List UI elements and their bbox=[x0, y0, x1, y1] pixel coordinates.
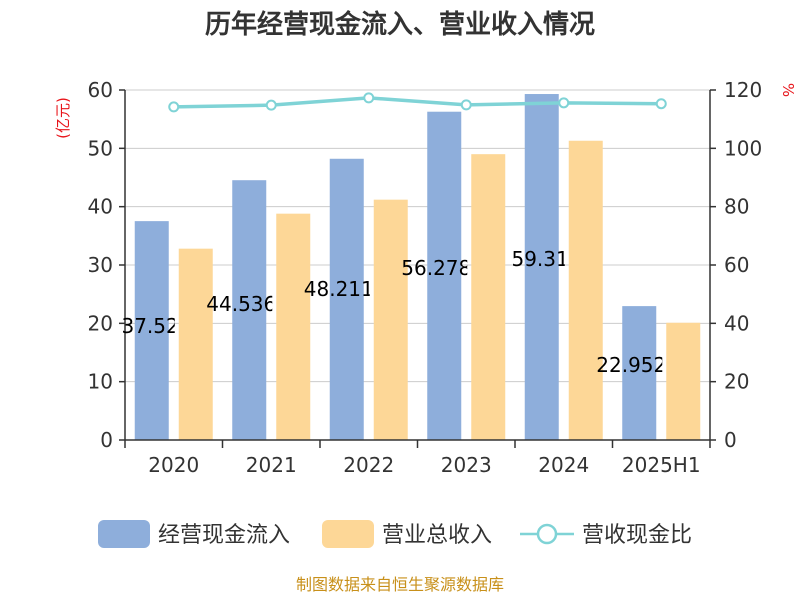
right-tick-label: 100 bbox=[724, 136, 762, 160]
x-tick-label: 2021 bbox=[246, 453, 297, 477]
x-tick-label: 2025H1 bbox=[622, 453, 701, 477]
ratio-point-2020 bbox=[168, 101, 180, 113]
grid-lines bbox=[125, 89, 710, 383]
legend-marker-ratio bbox=[536, 523, 558, 545]
bar-revenue-2022 bbox=[373, 199, 408, 440]
x-tick-label: 2024 bbox=[538, 453, 589, 477]
left-tick-label: 30 bbox=[88, 253, 113, 277]
data-label-cash-inflow-2022: 48.211 bbox=[304, 277, 374, 301]
source-note: 制图数据来自恒生聚源数据库 bbox=[296, 575, 504, 594]
chart-title: 历年经营现金流入、营业收入情况 bbox=[205, 9, 595, 40]
bar-cash-inflow-2025H1 bbox=[622, 306, 657, 440]
right-tick-label: 60 bbox=[724, 253, 749, 277]
left-axis-unit: (亿元) bbox=[54, 97, 72, 139]
right-tick-label: 20 bbox=[724, 370, 749, 394]
left-tick-label: 50 bbox=[88, 136, 113, 160]
bar-revenue-2025H1 bbox=[666, 322, 701, 440]
ratio-point-2021 bbox=[265, 99, 277, 111]
right-tick-label: 120 bbox=[724, 78, 762, 102]
bar-cash-inflow-2024 bbox=[524, 94, 559, 441]
bar-revenue-2023 bbox=[471, 154, 506, 440]
x-tick-label: 2022 bbox=[343, 453, 394, 477]
bar-cash-inflow-2023 bbox=[427, 111, 462, 440]
data-label-cash-inflow-2025H1: 22.952 bbox=[596, 353, 666, 377]
legend: 经营现金流入 营业总收入 营收现金比 bbox=[98, 520, 692, 548]
x-tick-label: 2020 bbox=[148, 453, 199, 477]
bar-cash-inflow-2022 bbox=[329, 158, 364, 440]
left-tick-label: 20 bbox=[88, 311, 113, 335]
data-label-cash-inflow-2021: 44.536 bbox=[206, 292, 276, 316]
bar-cash-inflow-2020 bbox=[134, 221, 169, 440]
ratio-point-2025H1 bbox=[655, 98, 667, 110]
right-axis-unit: % bbox=[779, 83, 797, 97]
legend-swatch-cash-inflow bbox=[98, 520, 150, 548]
bar-revenue-2021 bbox=[276, 213, 311, 440]
legend-swatch-revenue bbox=[322, 520, 374, 548]
line-layer bbox=[168, 92, 667, 113]
left-tick-label: 60 bbox=[88, 78, 113, 102]
ratio-point-2023 bbox=[460, 99, 472, 111]
legend-label-cash-inflow: 经营现金流入 bbox=[158, 523, 290, 548]
left-tick-label: 0 bbox=[100, 428, 113, 452]
bar-revenue-2024 bbox=[568, 140, 603, 440]
x-tick-label: 2023 bbox=[441, 453, 492, 477]
bar-cash-inflow-2021 bbox=[232, 180, 267, 440]
data-label-cash-inflow-2020: 37.52 bbox=[121, 314, 178, 338]
right-tick-label: 40 bbox=[724, 311, 749, 335]
legend-label-revenue: 营业总收入 bbox=[382, 523, 492, 548]
ratio-point-2024 bbox=[558, 97, 570, 109]
data-label-cash-inflow-2024: 59.31 bbox=[511, 247, 568, 271]
ratio-line bbox=[173, 96, 662, 109]
left-tick-label: 10 bbox=[88, 370, 113, 394]
data-labels: 37.52 44.536 48.211 56.278 59.31 22.952 bbox=[121, 247, 666, 377]
bar-revenue-2020 bbox=[178, 248, 213, 440]
data-label-cash-inflow-2023: 56.278 bbox=[401, 256, 471, 280]
left-tick-label: 40 bbox=[88, 195, 113, 219]
ratio-point-2022 bbox=[363, 92, 375, 104]
right-tick-label: 80 bbox=[724, 195, 749, 219]
bar-layer bbox=[134, 94, 701, 441]
legend-label-ratio: 营收现金比 bbox=[582, 523, 692, 548]
right-tick-label: 0 bbox=[724, 428, 737, 452]
